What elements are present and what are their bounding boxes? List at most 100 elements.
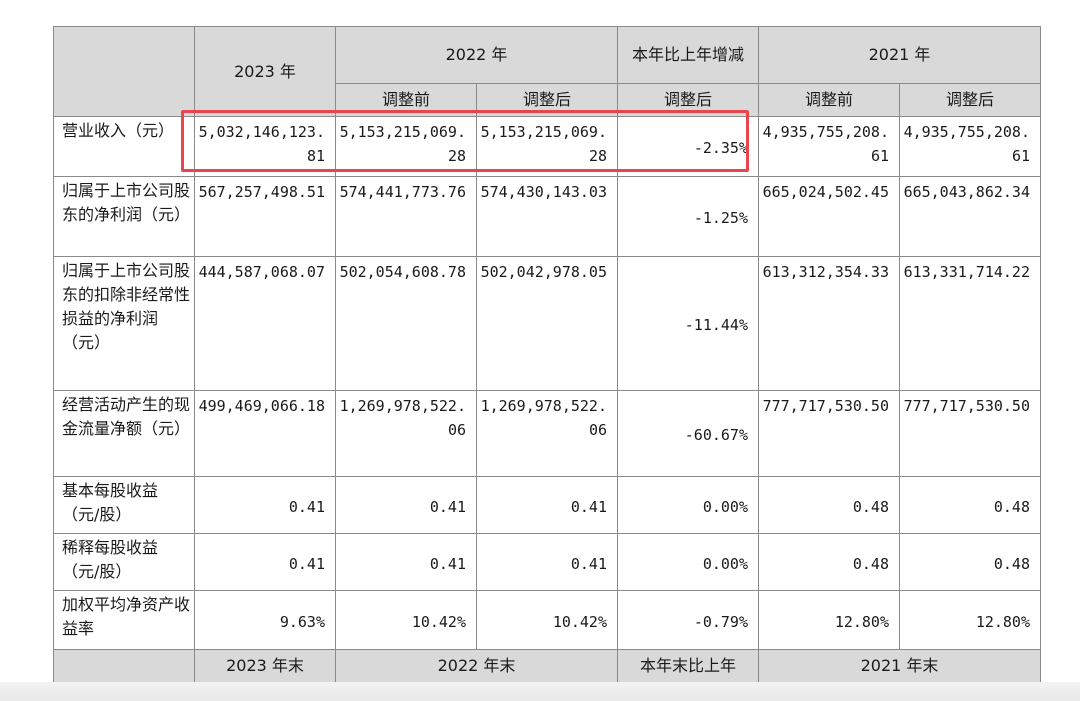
cell-2022-before: 0.41 [335,533,477,591]
cell-2023: 567,257,498.51 [194,176,336,257]
cell-2022-before: 0.41 [335,476,477,534]
row-label: 稀释每股收益（元/股） [53,533,195,591]
cell-2021-before: 0.48 [758,476,900,534]
cell-2021-before: 613,312,354.33 [758,256,900,391]
value: 502,042,978.05 [480,263,607,281]
table-row: 归属于上市公司股东的扣除非经常性损益的净利润（元） 444,587,068.07… [53,256,1041,391]
header-change: 本年比上年增减 [617,26,759,84]
footer-2022-end: 2022 年末 [335,649,618,683]
row-label-text: 经营活动产生的现金流量净额（元） [62,395,191,438]
header-row-1: 2023 年 2022 年 本年比上年增减 2021 年 [53,26,1041,117]
value: 4,935,755,208.61 [903,123,1030,165]
cell-2021-before: 665,024,502.45 [758,176,900,257]
footer-2021-end: 2021 年末 [758,649,1041,683]
cell-2022-after: 502,042,978.05 [476,256,618,391]
cell-2022-after: 574,430,143.03 [476,176,618,257]
value: 567,257,498.51 [198,183,325,201]
cell-change: -2.35% [617,116,759,177]
value: -1.25% [693,209,748,227]
value: 613,331,714.22 [903,263,1030,281]
row-label-text: 归属于上市公司股东的扣除非经常性损益的净利润（元） [62,261,191,352]
value: 0.41 [288,554,325,573]
cell-2022-before: 10.42% [335,590,477,650]
row-label: 营业收入（元） [53,116,195,177]
value: 5,153,215,069.28 [480,123,607,165]
value: 0.41 [288,497,325,516]
value: 0.48 [852,554,889,573]
value: 5,032,146,123.81 [198,123,325,165]
cell-2021-after: 0.48 [899,476,1041,534]
value: 10.42% [411,612,466,631]
cell-change: 0.00% [617,476,759,534]
value: 0.00% [702,554,748,573]
header-2022-after: 调整后 [476,83,618,117]
value: 574,430,143.03 [480,183,607,201]
value: -60.67% [684,426,748,444]
value: 9.63% [279,612,325,631]
row-label: 归属于上市公司股东的扣除非经常性损益的净利润（元） [53,256,195,391]
value: 777,717,530.50 [903,397,1030,415]
value: 0.48 [852,497,889,516]
cell-2022-before: 574,441,773.76 [335,176,477,257]
row-label: 归属于上市公司股东的净利润（元） [53,176,195,257]
cell-change: -60.67% [617,390,759,477]
cell-change: 0.00% [617,533,759,591]
table-row: 经营活动产生的现金流量净额（元） 499,469,066.18 1,269,97… [53,390,1041,477]
cell-2022-after: 1,269,978,522.06 [476,390,618,477]
cell-2021-before: 0.48 [758,533,900,591]
value: 0.48 [993,497,1030,516]
cell-change: -11.44% [617,256,759,391]
table-row: 基本每股收益（元/股） 0.41 0.41 0.41 0.00% 0.48 0.… [53,476,1041,534]
cell-change: -0.79% [617,590,759,650]
value: 0.00% [702,497,748,516]
value: 574,441,773.76 [339,183,466,201]
header-2021-before: 调整前 [758,83,900,117]
table-row: 加权平均净资产收益率 9.63% 10.42% 10.42% -0.79% 12… [53,590,1041,650]
header-blank-cell [53,26,195,117]
cell-2021-before: 777,717,530.50 [758,390,900,477]
value: 502,054,608.78 [339,263,466,281]
cell-2023: 9.63% [194,590,336,650]
value: -11.44% [684,316,748,334]
financial-summary-table: 2023 年 2022 年 本年比上年增减 2021 年 调整前 调整后 调整后… [53,26,1041,683]
value: 12.80% [834,612,889,631]
table-row: 稀释每股收益（元/股） 0.41 0.41 0.41 0.00% 0.48 0.… [53,533,1041,591]
value: 5,153,215,069.28 [339,123,466,165]
value: 665,024,502.45 [762,183,889,201]
row-label: 经营活动产生的现金流量净额（元） [53,390,195,477]
cell-2022-before: 502,054,608.78 [335,256,477,391]
row-label-text: 营业收入（元） [62,121,175,140]
cell-2021-after: 665,043,862.34 [899,176,1041,257]
cell-2022-before: 1,269,978,522.06 [335,390,477,477]
cell-change: -1.25% [617,176,759,257]
value: -2.35% [693,139,748,157]
row-label-text: 基本每股收益（元/股） [62,481,159,524]
value: 0.41 [570,554,607,573]
value: 665,043,862.34 [903,183,1030,201]
cell-2022-before: 5,153,215,069.28 [335,116,477,177]
cell-2021-before: 12.80% [758,590,900,650]
cell-2022-after: 5,153,215,069.28 [476,116,618,177]
footer-change-end: 本年末比上年 [617,649,759,683]
value: -0.79% [693,612,748,631]
row-label: 基本每股收益（元/股） [53,476,195,534]
value: 613,312,354.33 [762,263,889,281]
footer-2023-end: 2023 年末 [194,649,336,683]
cell-2022-after: 10.42% [476,590,618,650]
value: 10.42% [552,612,607,631]
header-2022-before: 调整前 [335,83,477,117]
value: 0.48 [993,554,1030,573]
page-bottom-edge [0,682,1080,701]
table-row: 营业收入（元） 5,032,146,123.81 5,153,215,069.2… [53,116,1041,177]
cell-2023: 499,469,066.18 [194,390,336,477]
cell-2021-before: 4,935,755,208.61 [758,116,900,177]
cell-2022-after: 0.41 [476,476,618,534]
value: 444,587,068.07 [198,263,325,281]
cell-2023: 444,587,068.07 [194,256,336,391]
row-label-text: 加权平均净资产收益率 [62,595,191,638]
header-2023: 2023 年 [194,26,336,117]
value: 0.41 [429,554,466,573]
header-2022: 2022 年 [335,26,618,84]
cell-2021-after: 12.80% [899,590,1041,650]
footer-row: 2023 年末 2022 年末 本年末比上年 2021 年末 [53,649,1041,683]
